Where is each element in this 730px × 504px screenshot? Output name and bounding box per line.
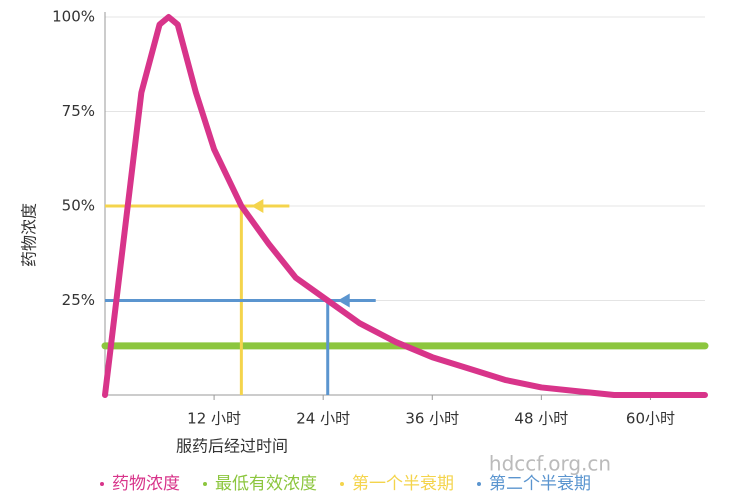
legend-dot [477,482,481,486]
y-tick-label: 25% [62,291,95,309]
x-tick-label: 48 小时 [514,410,568,428]
y-tick-label: 50% [62,197,95,215]
x-axis-label: 服药后经过时间 [176,437,288,456]
legend-label: 第一个半衰期 [352,474,454,494]
legend-dot [203,482,207,486]
x-tick-label: 36 小时 [405,410,459,428]
legend-dot [340,482,344,486]
x-tick-label: 60小时 [626,410,675,428]
y-tick-label: 100% [52,8,95,26]
legend-label: 药物浓度 [112,474,180,494]
watermark: hdccf.org.cn [489,452,611,476]
y-tick-label: 75% [62,102,95,120]
legend-label: 第二个半衰期 [489,474,591,494]
arrow-head [251,199,264,213]
y-axis-label: 药物浓度 [20,203,39,267]
legend-label: 最低有效浓度 [215,474,317,494]
arrow-head [337,293,350,308]
legend-dot [100,482,104,486]
x-tick-label: 12 小时 [187,410,241,428]
concentration-curve [102,14,708,398]
x-tick-label: 24 小时 [296,410,350,428]
